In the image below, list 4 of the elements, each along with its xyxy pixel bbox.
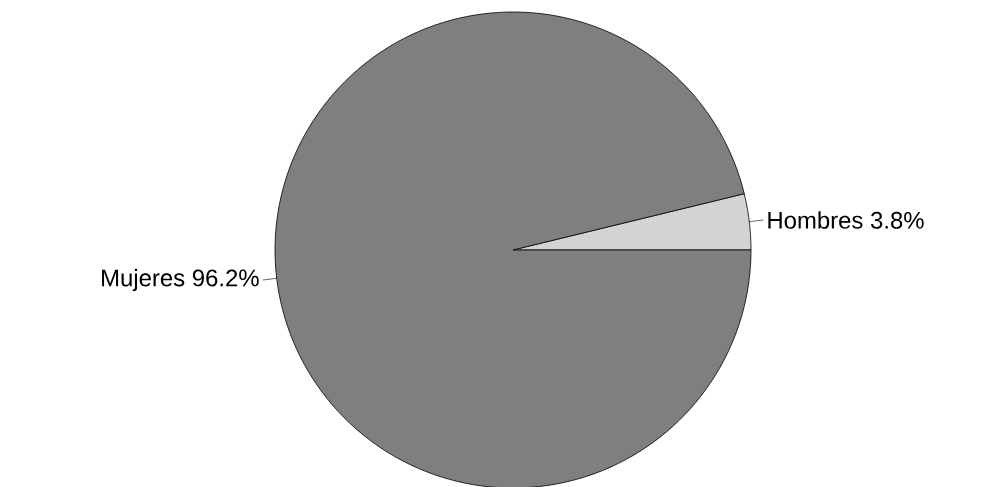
data-label: 96.2% <box>192 269 259 287</box>
slice-label: Hombres <box>768 211 863 229</box>
slice-label: Mujeres <box>102 268 185 292</box>
data-label: 3.8% <box>870 211 924 229</box>
